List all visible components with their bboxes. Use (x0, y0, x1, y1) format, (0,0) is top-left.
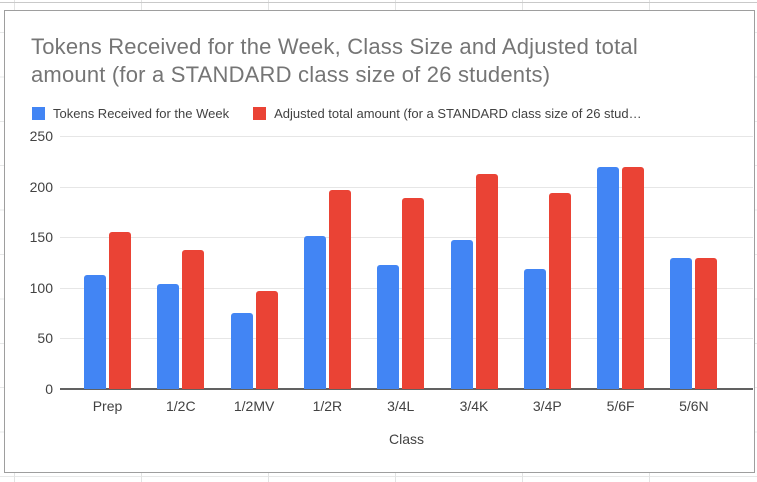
chart-title-line1: Tokens Received for the Week, Class Size… (31, 34, 638, 59)
legend-item-adjusted[interactable]: Adjusted total amount (for a STANDARD cl… (253, 106, 642, 121)
legend-item-tokens[interactable]: Tokens Received for the Week (32, 106, 229, 121)
x-axis-tick-label: 1/2R (312, 398, 343, 414)
legend-swatch-blue (32, 107, 45, 120)
bar-adjusted-5-6n[interactable] (695, 258, 718, 389)
y-axis-tick-label: 150 (29, 229, 53, 246)
plot-area: Prep 1/2C 1/2MV 1/2R 3/4L 3/4K 3/4P 5/6F 5/6N (60, 136, 753, 414)
bar-tokens-3-4p[interactable] (523, 268, 546, 389)
bar-adjusted-prep[interactable] (109, 232, 131, 389)
y-axis-tick-label: 50 (37, 330, 53, 347)
chart-panel[interactable]: Tokens Received for the Week, Class Size… (4, 10, 755, 473)
x-axis-tick-label: 5/6F (606, 398, 635, 414)
y-axis-tick-label: 200 (29, 178, 53, 195)
bar-adjusted-3-4l[interactable] (402, 197, 425, 389)
chart-title: Tokens Received for the Week, Class Size… (31, 33, 741, 89)
bar-tokens-1-2c[interactable] (157, 283, 180, 389)
x-axis-tick-label: 1/2MV (233, 398, 275, 414)
bar-tokens-1-2mv[interactable] (230, 313, 253, 389)
y-axis: 250 200 150 100 50 0 (5, 129, 53, 396)
bar-adjusted-1-2mv[interactable] (255, 290, 278, 389)
x-axis-tick-label: 1/2C (166, 398, 196, 414)
bar-adjusted-5-6f[interactable] (622, 167, 645, 389)
bar-tokens-3-4k[interactable] (450, 240, 473, 389)
gridline (60, 186, 753, 188)
x-axis-line (60, 388, 753, 390)
bar-tokens-5-6f[interactable] (597, 167, 620, 389)
bar-tokens-5-6n[interactable] (670, 258, 693, 389)
bar-adjusted-3-4k[interactable] (475, 174, 498, 389)
legend-label: Adjusted total amount (for a STANDARD cl… (274, 106, 642, 121)
bar-tokens-1-2r[interactable] (303, 236, 326, 389)
bar-tokens-3-4l[interactable] (377, 264, 400, 389)
chart-legend: Tokens Received for the Week Adjusted to… (32, 106, 642, 121)
x-axis-tick-label: 3/4K (459, 398, 489, 414)
y-axis-tick-label: 250 (29, 128, 53, 144)
x-axis-tick-label: 3/4L (387, 398, 415, 414)
gridline (60, 136, 753, 137)
x-axis-title: Class (388, 431, 424, 447)
legend-label: Tokens Received for the Week (53, 106, 230, 121)
spreadsheet-gridline (0, 2, 757, 3)
chart-title-line2: amount (for a STANDARD class size of 26 … (31, 62, 551, 87)
bar-adjusted-1-2r[interactable] (328, 189, 351, 389)
x-axis-tick-label: 5/6N (679, 398, 709, 414)
bar-adjusted-1-2c[interactable] (182, 250, 205, 389)
bar-adjusted-3-4p[interactable] (548, 192, 571, 389)
y-axis-tick-label: 0 (45, 381, 53, 397)
legend-swatch-red (253, 107, 267, 120)
y-axis-tick-label: 100 (29, 279, 53, 296)
bar-tokens-prep[interactable] (84, 274, 106, 389)
x-axis-tick-label: Prep (92, 398, 123, 414)
x-axis-tick-label: 3/4P (532, 398, 562, 414)
